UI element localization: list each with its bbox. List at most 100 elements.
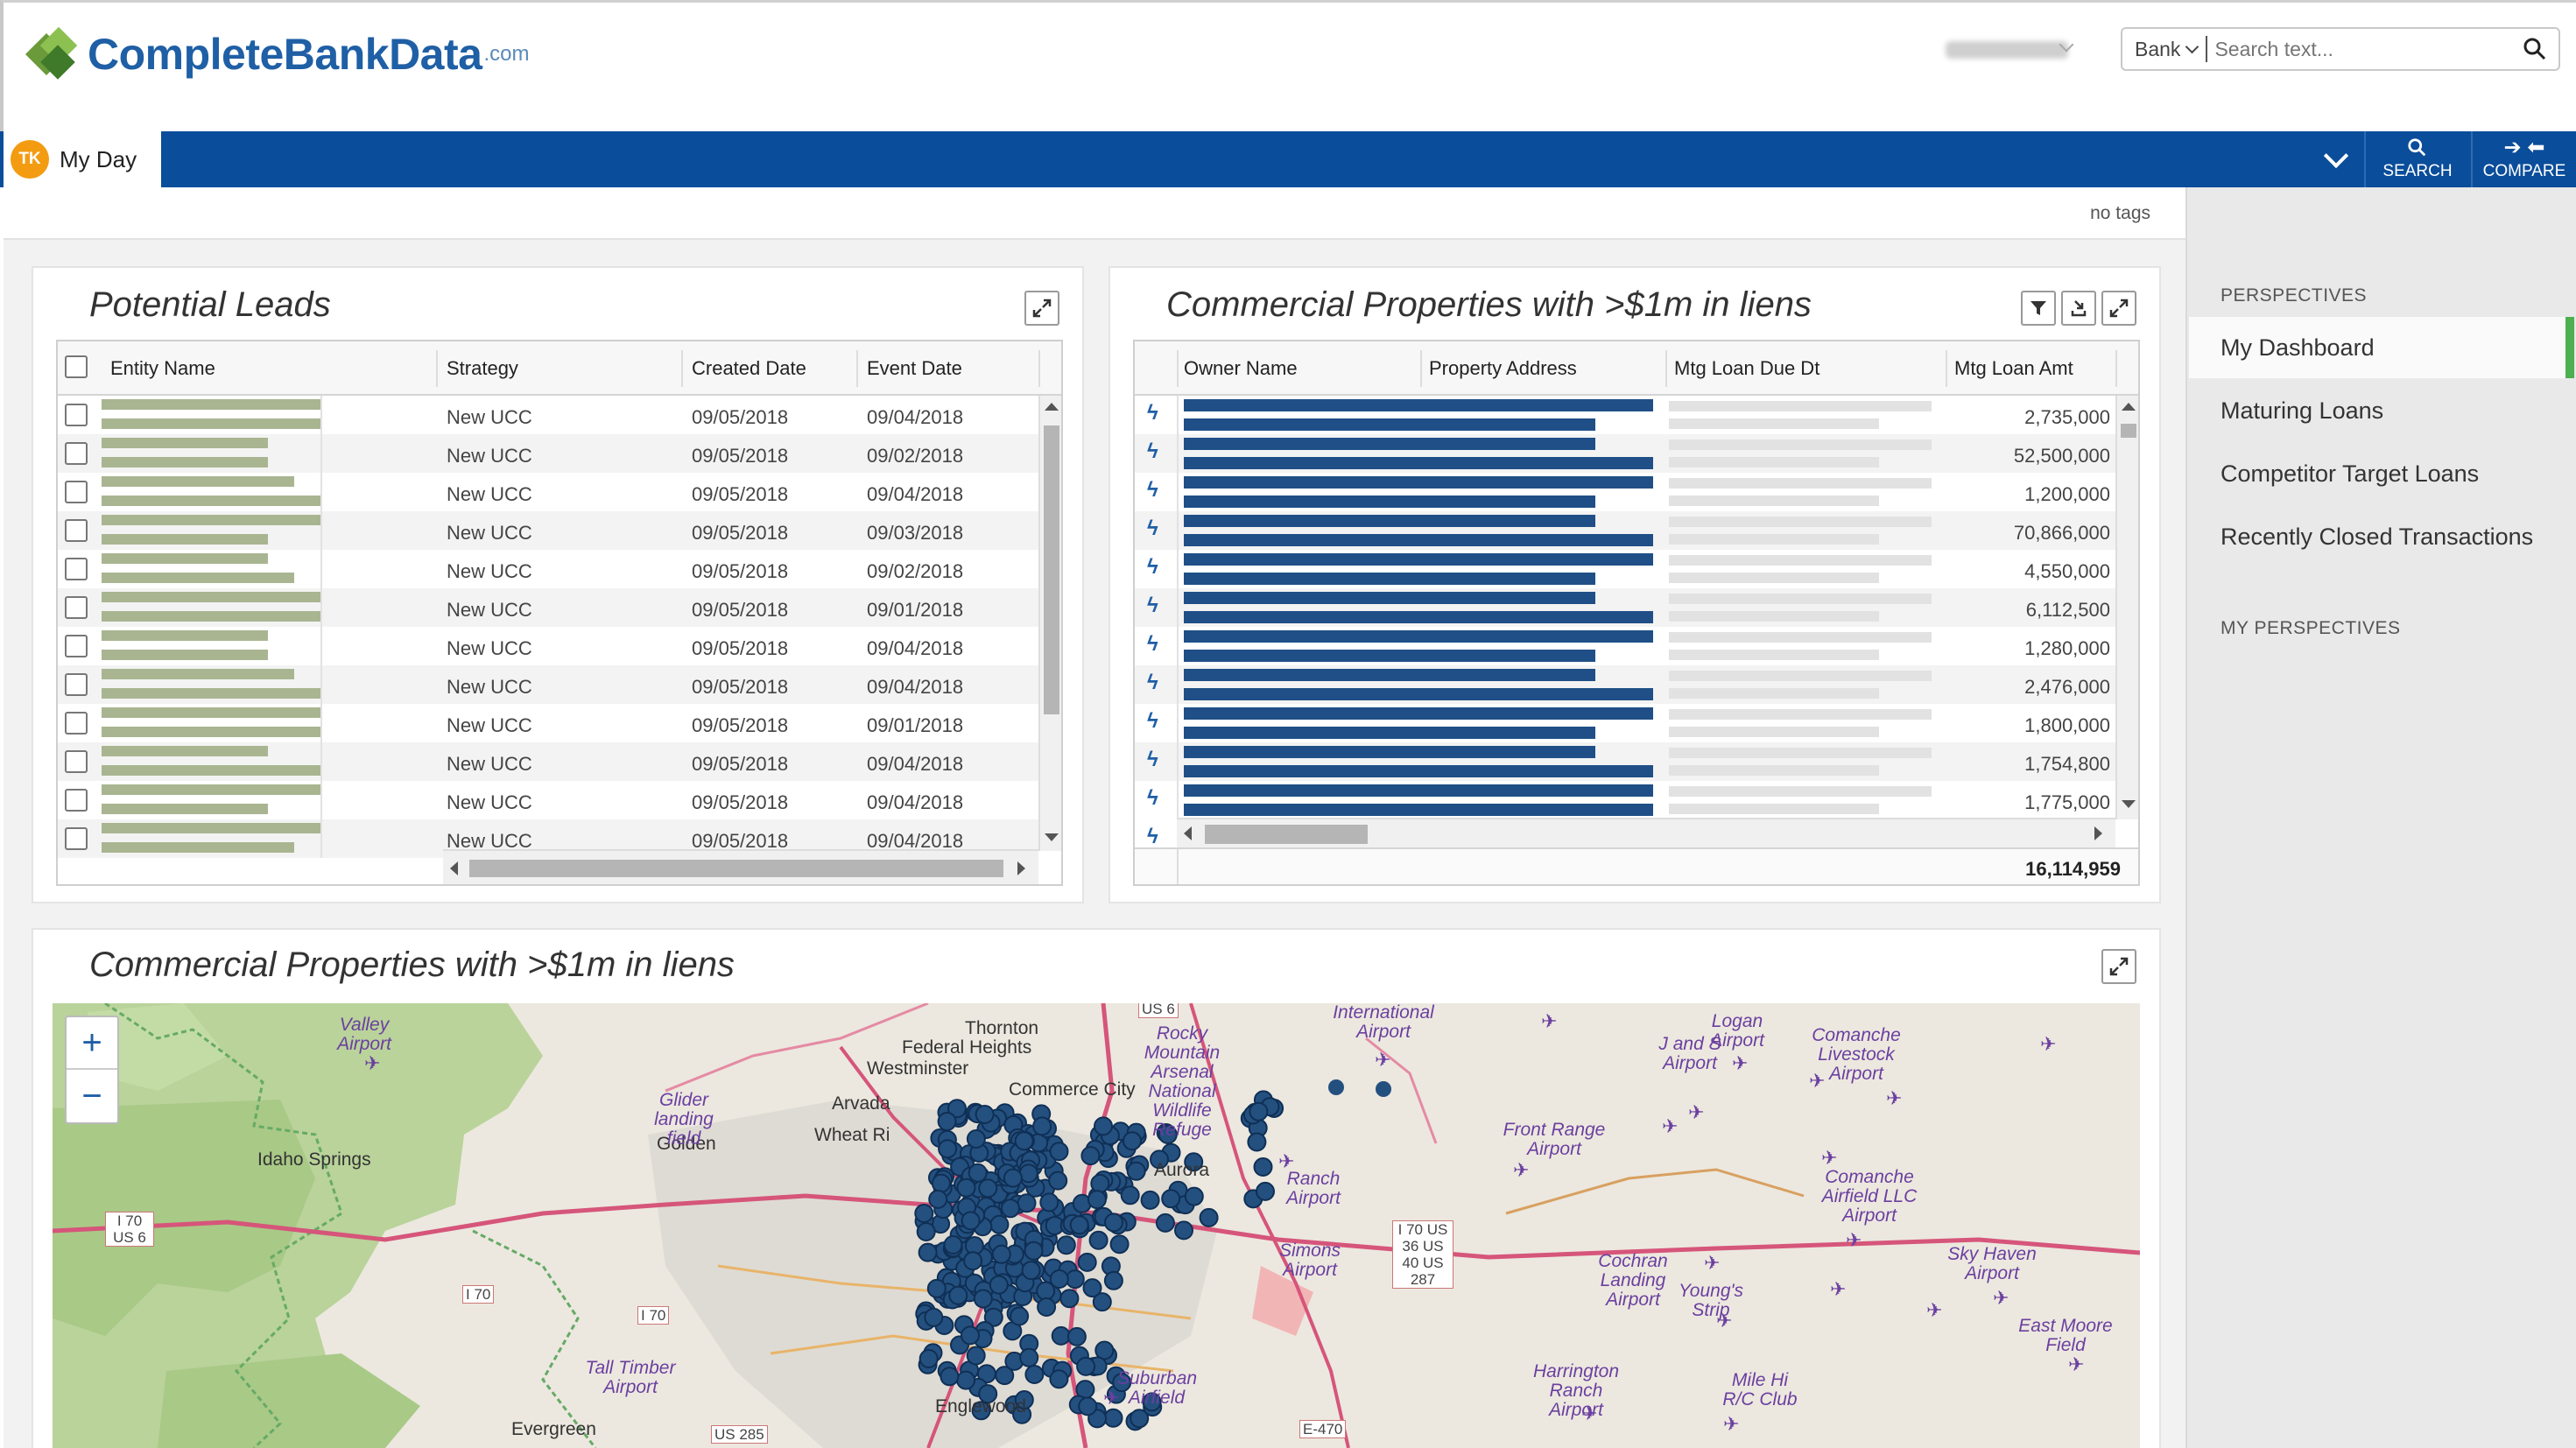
property-marker[interactable] (1256, 1181, 1275, 1201)
row-checkbox[interactable] (65, 827, 88, 850)
search-icon[interactable] (2523, 38, 2546, 60)
table-row[interactable]: New UCC 09/05/2018 09/04/2018 (58, 781, 1038, 819)
table-row[interactable]: ϟ 70,866,000 (1135, 511, 2115, 550)
perspective-competitor-target-loans[interactable]: Competitor Target Loans (2221, 460, 2480, 487)
zoom-out-icon[interactable]: − (81, 1076, 102, 1115)
column-header[interactable]: Strategy (447, 357, 518, 379)
property-marker[interactable] (1376, 1081, 1391, 1097)
property-marker[interactable] (1037, 1297, 1057, 1317)
property-marker[interactable] (966, 1346, 986, 1366)
property-marker[interactable] (1051, 1325, 1071, 1346)
vertical-scrollbar[interactable] (2115, 396, 2138, 819)
property-marker[interactable] (1253, 1157, 1273, 1177)
property-marker[interactable] (1094, 1340, 1115, 1360)
table-row[interactable]: New UCC 09/05/2018 09/03/2018 (58, 511, 1038, 550)
avatar[interactable]: TK (11, 140, 49, 179)
tab-my-day[interactable]: TK My Day (4, 131, 161, 187)
property-markers[interactable] (914, 1079, 1391, 1431)
row-checkbox[interactable] (65, 519, 88, 542)
logo[interactable]: CompleteBankData .com (25, 26, 529, 81)
row-checkbox[interactable] (65, 673, 88, 696)
expand-button[interactable] (1024, 291, 1059, 326)
column-header[interactable]: Mtg Loan Due Dt (1674, 357, 1820, 379)
property-marker[interactable] (1142, 1392, 1162, 1412)
property-marker[interactable] (1082, 1278, 1102, 1298)
table-row[interactable]: ϟ 52,500,000 (1135, 434, 2115, 473)
property-marker[interactable] (1199, 1207, 1219, 1227)
property-marker[interactable] (1109, 1234, 1130, 1255)
property-marker[interactable] (916, 1222, 936, 1241)
property-marker[interactable] (1059, 1289, 1080, 1309)
user-menu[interactable] (1946, 41, 2068, 59)
lightning-icon[interactable]: ϟ (1147, 825, 1158, 848)
property-marker[interactable] (1003, 1168, 1023, 1188)
horizontal-scrollbar[interactable] (1177, 818, 2115, 847)
property-marker[interactable] (1092, 1292, 1112, 1312)
property-marker[interactable] (1158, 1125, 1178, 1144)
row-checkbox[interactable] (65, 596, 88, 619)
property-marker[interactable] (961, 1211, 981, 1231)
expand-button[interactable] (2101, 949, 2136, 984)
property-marker[interactable] (1174, 1220, 1193, 1241)
row-checkbox[interactable] (65, 789, 88, 812)
property-marker[interactable] (1103, 1408, 1123, 1428)
table-row[interactable]: New UCC 09/05/2018 09/01/2018 (58, 704, 1038, 742)
property-marker[interactable] (1001, 1198, 1020, 1219)
table-row[interactable]: New UCC 09/05/2018 09/04/2018 (58, 742, 1038, 781)
table-row[interactable]: New UCC 09/05/2018 09/04/2018 (58, 627, 1038, 665)
column-header[interactable]: Created Date (692, 357, 806, 379)
property-marker[interactable] (1103, 1270, 1123, 1290)
scroll-thumb[interactable] (469, 860, 1003, 877)
expand-button[interactable] (2101, 291, 2136, 326)
zoom-in-icon[interactable]: + (67, 1017, 117, 1070)
property-marker[interactable] (1049, 1269, 1069, 1289)
property-marker[interactable] (971, 1401, 991, 1421)
search-input[interactable] (2207, 37, 2506, 61)
property-marker[interactable] (1078, 1396, 1098, 1416)
row-checkbox[interactable] (65, 442, 88, 465)
search-button[interactable]: SEARCH (2364, 131, 2469, 187)
property-marker[interactable] (1014, 1390, 1034, 1409)
search-scope-select[interactable]: Bank (2122, 29, 2206, 69)
property-marker[interactable] (1130, 1409, 1150, 1429)
lightning-icon[interactable]: ϟ (1147, 594, 1158, 617)
property-marker[interactable] (1090, 1173, 1110, 1193)
property-marker[interactable] (926, 1278, 947, 1298)
column-header[interactable]: Property Address (1429, 357, 1577, 379)
property-marker[interactable] (924, 1307, 944, 1327)
property-marker[interactable] (1080, 1146, 1101, 1166)
property-marker[interactable] (1328, 1079, 1344, 1095)
property-marker[interactable] (1049, 1142, 1069, 1162)
lightning-icon[interactable]: ϟ (1147, 671, 1158, 694)
lightning-icon[interactable]: ϟ (1147, 709, 1158, 733)
property-marker[interactable] (928, 1189, 948, 1209)
table-row[interactable]: ϟ 2,735,000 (1135, 396, 2115, 434)
property-marker[interactable] (1120, 1185, 1140, 1205)
property-marker[interactable] (1087, 1190, 1107, 1210)
property-marker[interactable] (1076, 1356, 1096, 1376)
property-marker[interactable] (918, 1242, 938, 1262)
lightning-icon[interactable]: ϟ (1147, 555, 1158, 579)
lightning-icon[interactable]: ϟ (1147, 478, 1158, 502)
table-row[interactable]: ϟ 1,200,000 (1135, 473, 2115, 511)
table-row[interactable]: New UCC 09/05/2018 09/04/2018 (58, 473, 1038, 511)
property-marker[interactable] (1048, 1170, 1068, 1191)
property-marker[interactable] (963, 1251, 983, 1271)
property-marker[interactable] (1032, 1116, 1052, 1136)
table-row[interactable]: New UCC 09/05/2018 09/02/2018 (58, 550, 1038, 588)
table-row[interactable]: ϟ 1,280,000 (1135, 627, 2115, 665)
table-row[interactable]: New UCC 09/05/2018 09/04/2018 (58, 665, 1038, 704)
property-marker[interactable] (918, 1349, 939, 1368)
row-checkbox[interactable] (65, 750, 88, 773)
property-marker[interactable] (956, 1370, 976, 1390)
scroll-thumb[interactable] (1044, 425, 1059, 714)
table-row[interactable]: ϟ 1,800,000 (1135, 704, 2115, 742)
property-marker[interactable] (1014, 1131, 1034, 1151)
column-header[interactable]: Owner Name (1184, 357, 1298, 379)
property-marker[interactable] (1140, 1190, 1160, 1210)
property-marker[interactable] (1247, 1132, 1267, 1152)
export-button[interactable] (2061, 291, 2096, 326)
lightning-icon[interactable]: ϟ (1147, 439, 1158, 463)
property-marker[interactable] (1104, 1213, 1123, 1233)
table-row[interactable]: New UCC 09/05/2018 09/01/2018 (58, 588, 1038, 627)
